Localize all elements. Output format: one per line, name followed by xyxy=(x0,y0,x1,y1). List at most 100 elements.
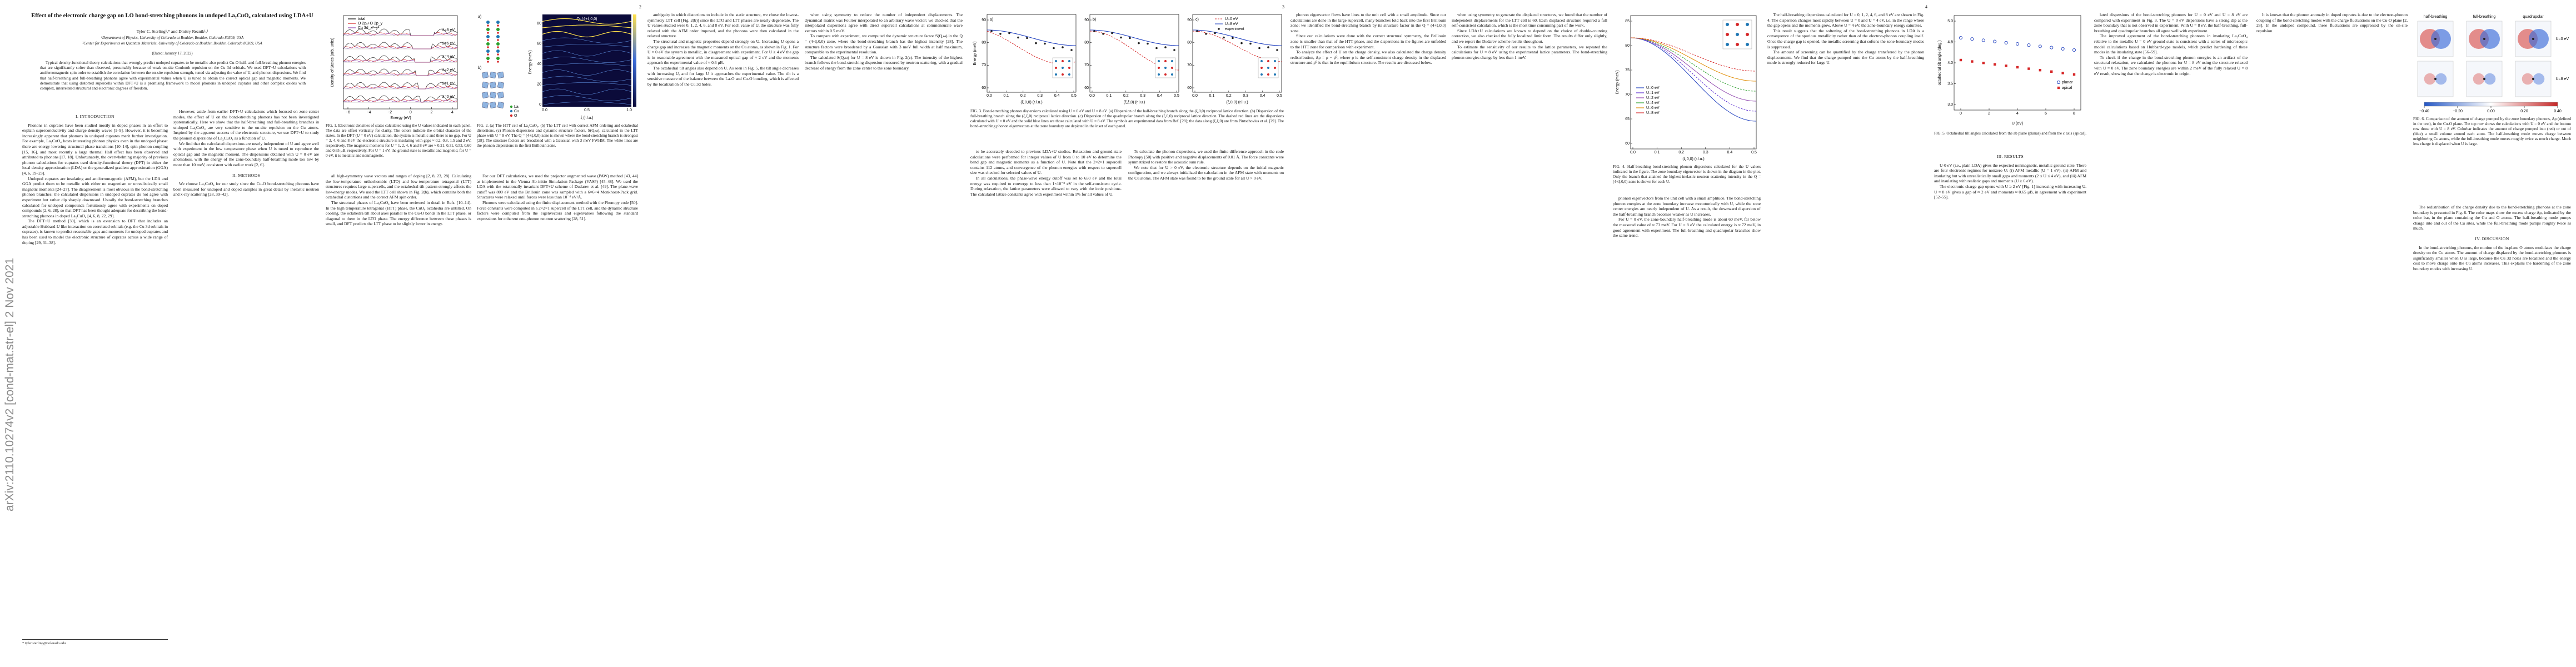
experiment-point xyxy=(1240,42,1243,44)
planar-point xyxy=(2050,46,2054,49)
paragraph: In the bond-stretching phonons, the moti… xyxy=(2413,245,2571,271)
legend-label: U=6 eV xyxy=(1646,106,1660,110)
atom xyxy=(487,32,489,34)
y-tick-label: 70 xyxy=(1625,93,1630,97)
affiliation: ¹Department of Physics, University of Co… xyxy=(101,36,244,40)
experiment-point xyxy=(1120,36,1122,39)
text-column: However, aside from earlier DFT+U calcul… xyxy=(173,109,319,659)
phonon-branch xyxy=(542,44,632,47)
text-column: III. RESULTS U-0 eV (i.e., plain LDA) gi… xyxy=(1934,149,2086,658)
atom xyxy=(497,61,499,63)
x-tick-label: −0.20 xyxy=(2453,109,2463,113)
planar-point xyxy=(1981,38,1985,42)
arxiv-stamp: arXiv:2110.10274v2 [cond-mat.str-el] 2 N… xyxy=(3,257,16,512)
dispersion-u8 xyxy=(987,29,1076,46)
atom xyxy=(486,28,490,31)
atom xyxy=(496,49,500,53)
atom xyxy=(1726,33,1729,36)
paragraph: lated dispersions of the bond-stretching… xyxy=(2094,12,2248,33)
panel-label: U=4 eV xyxy=(441,55,455,59)
x-tick-label: 0.0 xyxy=(986,94,992,98)
abstract: Typical density-functional theory calcul… xyxy=(40,60,306,91)
atom xyxy=(1267,60,1269,62)
planar-point xyxy=(1993,39,1997,43)
paragraph: The octahedral tilt angles also depend o… xyxy=(647,65,799,87)
atom xyxy=(1267,67,1269,69)
apical-point xyxy=(2061,72,2064,74)
panel-label: U=6 eV xyxy=(441,42,455,46)
page-number: 4 xyxy=(1925,4,1927,9)
experiment-point xyxy=(1102,33,1104,35)
atom xyxy=(1158,67,1160,69)
y-tick-label: 90 xyxy=(981,18,986,22)
octahedron xyxy=(481,81,489,89)
page-number: 2 xyxy=(639,4,641,9)
legend-swatch xyxy=(1218,28,1220,30)
octahedron xyxy=(481,91,489,99)
legend-swatch xyxy=(510,105,513,108)
atom xyxy=(496,35,500,38)
experiment-point xyxy=(1147,42,1149,45)
experiment-point xyxy=(1196,30,1198,32)
atom xyxy=(2532,78,2534,80)
atom xyxy=(497,46,499,48)
phonon-branch xyxy=(542,69,632,76)
experiment-point xyxy=(1173,49,1175,51)
dispersion-u0 xyxy=(1192,31,1282,62)
figure-caption: FIG. 4. Half-breathing bond-stretching p… xyxy=(1613,165,1761,184)
experiment-point xyxy=(1044,42,1046,45)
atom xyxy=(1274,73,1276,76)
atom xyxy=(486,57,490,60)
axis-label: Density of States (arb. units) xyxy=(331,38,335,87)
legend-label: U=0 eV xyxy=(1225,17,1238,21)
text-column: It is known that the phonon anomaly in d… xyxy=(2256,12,2408,657)
charge-lobe xyxy=(2533,73,2545,85)
charge-lobe xyxy=(2473,73,2485,85)
y-tick-label: 60 xyxy=(537,42,541,46)
paragraph: phonon eigenvector flows have lines to t… xyxy=(1291,12,1446,33)
plot-frame xyxy=(1954,15,2081,111)
axis-label: ξ (r.l.u.) xyxy=(581,116,594,120)
text-column: The half-breathing dispersions calculate… xyxy=(1767,12,1924,657)
section-heading: I. INTRODUCTION xyxy=(76,114,114,119)
x-tick-label: 2 xyxy=(430,111,432,115)
x-tick-label: 0.5 xyxy=(1751,151,1757,155)
panel-label: b) xyxy=(1093,18,1096,22)
x-tick-label: 0.1 xyxy=(1107,94,1112,98)
experiment-point xyxy=(990,30,993,32)
x-tick-label: 6 xyxy=(2045,112,2047,116)
x-tick-label: 0.3 xyxy=(1703,151,1708,155)
x-tick-label: 4 xyxy=(2016,112,2019,116)
axis-label: (ξ,0,0) (r.l.u.) xyxy=(1226,101,1248,104)
paragraph: The DFT+U method [30], which is an exten… xyxy=(22,218,168,245)
atom xyxy=(1260,60,1263,62)
experiment-point xyxy=(999,33,1001,35)
figure-5: planar apical 3.0 3.5 4.0 4.5 5.0 0 2 4 6 8 U (eV) oc… xyxy=(1938,15,2081,126)
dos-curve xyxy=(343,73,458,76)
planar-point xyxy=(2015,42,2020,46)
x-tick-label: 0.1 xyxy=(1004,94,1009,98)
text-column: all high-symmetry wave vectors and range… xyxy=(326,173,471,657)
panel-label: c) xyxy=(1195,18,1199,22)
axis-label: U (eV) xyxy=(2012,122,2023,126)
atom xyxy=(2532,38,2534,40)
paragraph: We choose La₂CuO₄ for our study since th… xyxy=(173,181,319,197)
atom xyxy=(1068,67,1070,69)
heatmap xyxy=(542,14,631,107)
panel-label: b) xyxy=(478,66,481,70)
atom xyxy=(1260,73,1263,76)
experiment-point xyxy=(1026,37,1028,39)
y-tick-label: 90 xyxy=(1084,18,1089,22)
x-tick-label: 0.1 xyxy=(1209,94,1215,98)
experiment-point xyxy=(1267,46,1269,48)
legend-label: Cu 3d_x²−y² xyxy=(358,26,380,30)
x-tick-label: −0.40 xyxy=(2419,109,2429,113)
atom xyxy=(1068,60,1070,62)
atom xyxy=(496,57,500,60)
y-tick-label: 80 xyxy=(1625,44,1630,48)
atom xyxy=(1055,60,1057,62)
paragraph: Phonons were calculated using the finite… xyxy=(477,200,638,221)
atom xyxy=(1158,60,1160,62)
x-tick-label: 0.3 xyxy=(1140,94,1145,98)
experiment-point xyxy=(1223,36,1225,39)
